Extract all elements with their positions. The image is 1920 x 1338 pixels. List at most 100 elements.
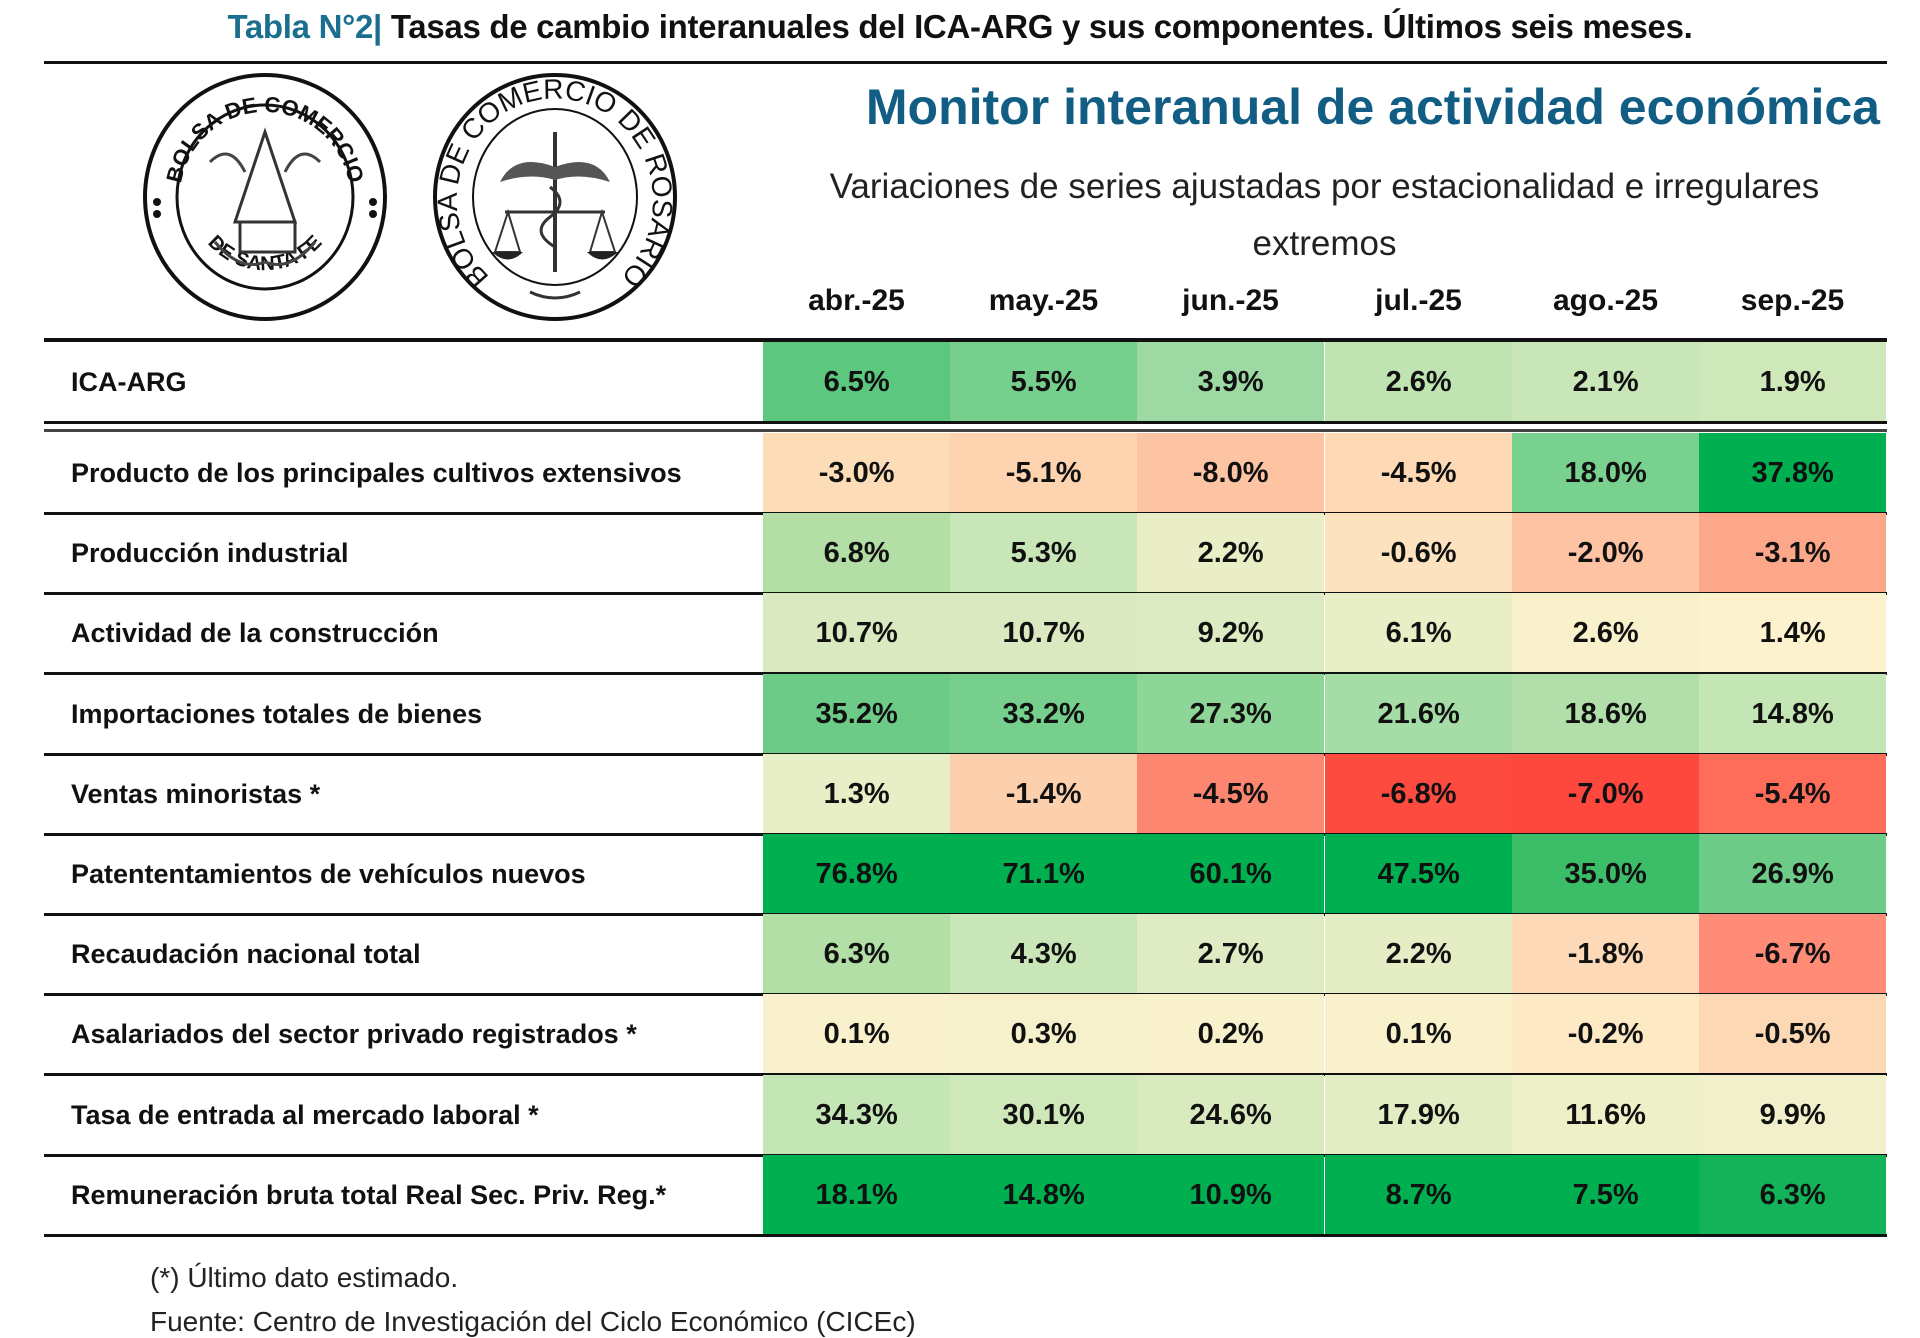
value-cell: 60.1% <box>1137 834 1325 914</box>
value-cell: 6.8% <box>763 513 951 594</box>
value-cell: 14.8% <box>1699 673 1887 754</box>
row-label: Actividad de la construcción <box>71 618 439 649</box>
row-label: Recaudación nacional total <box>71 939 421 970</box>
value-cell: -0.6% <box>1325 513 1513 594</box>
value-cell: 8.7% <box>1325 1154 1513 1235</box>
value-cell: 17.9% <box>1325 1074 1513 1155</box>
month-header: jun.-25 <box>1182 284 1279 317</box>
value-cell: 2.7% <box>1137 914 1325 995</box>
table-row: Ventas minoristas * 1.3% -1.4% -4.5% -6.8% -7… <box>44 753 1887 836</box>
footnote: (*) Último dato estimado. <box>150 1262 459 1293</box>
month-header: sep.-25 <box>1740 284 1845 317</box>
table-title: Tabla N°2| Tasas de cambio interanuales … <box>0 8 1920 46</box>
row-label: ICA-ARG <box>71 367 187 397</box>
subtitle: Variaciones de series ajustadas por esta… <box>829 167 1820 263</box>
value-cell: 1.4% <box>1699 593 1887 674</box>
value-cell: -8.0% <box>1137 433 1325 513</box>
value-cell: 11.6% <box>1512 1074 1700 1155</box>
value-cell: 9.9% <box>1699 1074 1887 1155</box>
value-cell: -5.4% <box>1699 753 1887 834</box>
value-cell: 6.3% <box>763 914 951 995</box>
svg-text:BOLSA DE COMERCIO: BOLSA DE COMERCIO <box>161 92 368 185</box>
value-cell: -7.0% <box>1512 753 1700 834</box>
value-cell: 1.9% <box>1699 342 1887 422</box>
value-cell: 0.2% <box>1137 994 1325 1075</box>
value-cell: 35.0% <box>1512 834 1700 914</box>
month-header: ago.-25 <box>1552 284 1659 317</box>
value-cell: -6.7% <box>1699 914 1887 995</box>
table-row: Tasa de entrada al mercado laboral * 34.3… <box>44 1074 1887 1157</box>
value-cell: -1.8% <box>1512 914 1700 995</box>
value-cell: 18.0% <box>1512 433 1700 513</box>
row-label: Patententamientos de vehículos nuevos <box>71 859 586 889</box>
value-cell: 2.6% <box>1325 342 1513 422</box>
value-cell: 37.8% <box>1699 433 1887 513</box>
value-cell: 33.2% <box>950 673 1138 754</box>
value-cell: 0.3% <box>950 994 1138 1075</box>
header-divider <box>44 338 1887 342</box>
value-cell: 71.1% <box>950 834 1138 914</box>
value-cell: -6.8% <box>1325 753 1513 834</box>
value-cell: 0.1% <box>763 994 951 1075</box>
bolsa-santa-fe-logo: BOLSA DE COMERCIO DE SANTA FE <box>143 73 387 321</box>
top-divider <box>44 61 1887 64</box>
month-header: may.-25 <box>988 284 1099 317</box>
source-note: Fuente: Centro de Investigación del Cicl… <box>150 1306 916 1337</box>
value-cell: 5.5% <box>950 342 1138 422</box>
value-cell: 30.1% <box>950 1074 1138 1155</box>
value-cell: 26.9% <box>1699 834 1887 914</box>
row-label: Producción industrial <box>71 538 349 569</box>
table-row: Importaciones totales de bienes 35.2% 33.2… <box>44 673 1887 756</box>
value-cell: -0.5% <box>1699 994 1887 1075</box>
month-header: jul.-25 <box>1375 284 1462 317</box>
table-number: Tabla N°2| <box>227 8 382 45</box>
value-cell: -1.4% <box>950 753 1138 834</box>
row-divider <box>44 421 1887 424</box>
table-row: Recaudación nacional total 6.3% 4.3% 2.7% 2.… <box>44 914 1887 997</box>
value-cell: 47.5% <box>1325 834 1513 914</box>
value-cell: 6.5% <box>763 342 951 422</box>
value-cell: -3.0% <box>763 433 951 513</box>
value-cell: 2.6% <box>1512 593 1700 674</box>
value-cell: 27.3% <box>1137 673 1325 754</box>
value-cell: 24.6% <box>1137 1074 1325 1155</box>
value-cell: 7.5% <box>1512 1154 1700 1235</box>
value-cell: 2.2% <box>1325 914 1513 995</box>
double-divider <box>44 429 1887 432</box>
value-cell: 18.6% <box>1512 673 1700 754</box>
value-cell: 0.1% <box>1325 994 1513 1075</box>
value-cell: 18.1% <box>763 1154 951 1235</box>
row-label: Remuneración bruta total Real Sec. Priv.… <box>71 1179 667 1210</box>
value-cell: 10.9% <box>1137 1154 1325 1235</box>
value-cell: -0.2% <box>1512 994 1700 1075</box>
value-cell: 6.3% <box>1699 1154 1887 1235</box>
value-cell: 3.9% <box>1137 342 1325 422</box>
value-cell: 6.1% <box>1325 593 1513 674</box>
table-row: Producto de los principales cultivos ext… <box>44 433 1887 515</box>
value-cell: 76.8% <box>763 834 951 914</box>
monitor-title: Monitor interanual de actividad económic… <box>865 79 1880 135</box>
value-cell: 21.6% <box>1325 673 1513 754</box>
table-row: Patententamientos de vehículos nuevos 76.… <box>44 834 1887 916</box>
row-label: Tasa de entrada al mercado laboral * <box>71 1099 539 1130</box>
value-cell: -4.5% <box>1137 753 1325 834</box>
value-cell: -2.0% <box>1512 513 1700 594</box>
row-divider <box>44 1233 1887 1237</box>
row-label: Producto de los principales cultivos ext… <box>71 458 682 488</box>
row-label: Asalariados del sector privado registrad… <box>71 1019 637 1050</box>
value-cell: 1.3% <box>763 753 951 834</box>
value-cell: 10.7% <box>950 593 1138 674</box>
table-title-text: Tasas de cambio interanuales del ICA-ARG… <box>390 8 1693 45</box>
bolsa-rosario-logo: BOLSA DE COMERCIO DE ROSARIO <box>432 73 678 321</box>
table-row-ica-arg: ICA-ARG 6.5% 5.5% 3.9% 2.6% 2.1% 1.9% <box>44 342 1887 424</box>
row-label: Ventas minoristas * <box>71 778 321 809</box>
value-cell: 2.1% <box>1512 342 1700 422</box>
value-cell: 34.3% <box>763 1074 951 1155</box>
value-cell: -5.1% <box>950 433 1138 513</box>
value-cell: 4.3% <box>950 914 1138 995</box>
value-cell: 9.2% <box>1137 593 1325 674</box>
value-cell: 10.7% <box>763 593 951 674</box>
row-label: Importaciones totales de bienes <box>71 698 483 729</box>
value-cell: 14.8% <box>950 1154 1138 1235</box>
value-cell: 35.2% <box>763 673 951 754</box>
